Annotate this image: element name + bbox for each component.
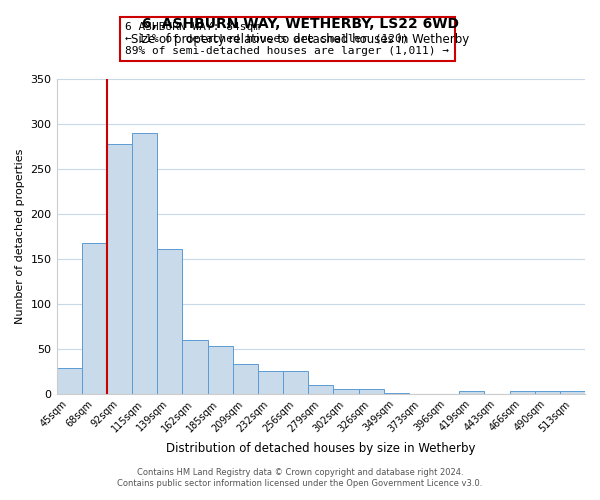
Bar bbox=[157, 249, 182, 394]
Bar bbox=[208, 346, 233, 394]
Text: 6, ASHBURN WAY, WETHERBY, LS22 6WD: 6, ASHBURN WAY, WETHERBY, LS22 6WD bbox=[142, 18, 458, 32]
Bar bbox=[459, 391, 484, 394]
Bar bbox=[182, 340, 208, 394]
Bar bbox=[560, 391, 585, 394]
Text: Size of property relative to detached houses in Wetherby: Size of property relative to detached ho… bbox=[131, 32, 469, 46]
Bar bbox=[283, 370, 308, 394]
Bar bbox=[233, 364, 258, 394]
Bar bbox=[82, 242, 107, 394]
Bar bbox=[107, 144, 132, 394]
Bar bbox=[535, 391, 560, 394]
Bar bbox=[258, 370, 283, 394]
Bar bbox=[56, 368, 82, 394]
Bar bbox=[308, 385, 334, 394]
Bar bbox=[359, 390, 383, 394]
Bar bbox=[509, 391, 535, 394]
Bar bbox=[132, 133, 157, 394]
X-axis label: Distribution of detached houses by size in Wetherby: Distribution of detached houses by size … bbox=[166, 442, 476, 455]
Text: 6 ASHBURN WAY: 84sqm
← 11% of detached houses are smaller (120)
89% of semi-deta: 6 ASHBURN WAY: 84sqm ← 11% of detached h… bbox=[125, 22, 449, 56]
Text: Contains HM Land Registry data © Crown copyright and database right 2024.
Contai: Contains HM Land Registry data © Crown c… bbox=[118, 468, 482, 487]
Bar bbox=[383, 393, 409, 394]
Bar bbox=[334, 390, 359, 394]
Y-axis label: Number of detached properties: Number of detached properties bbox=[15, 149, 25, 324]
